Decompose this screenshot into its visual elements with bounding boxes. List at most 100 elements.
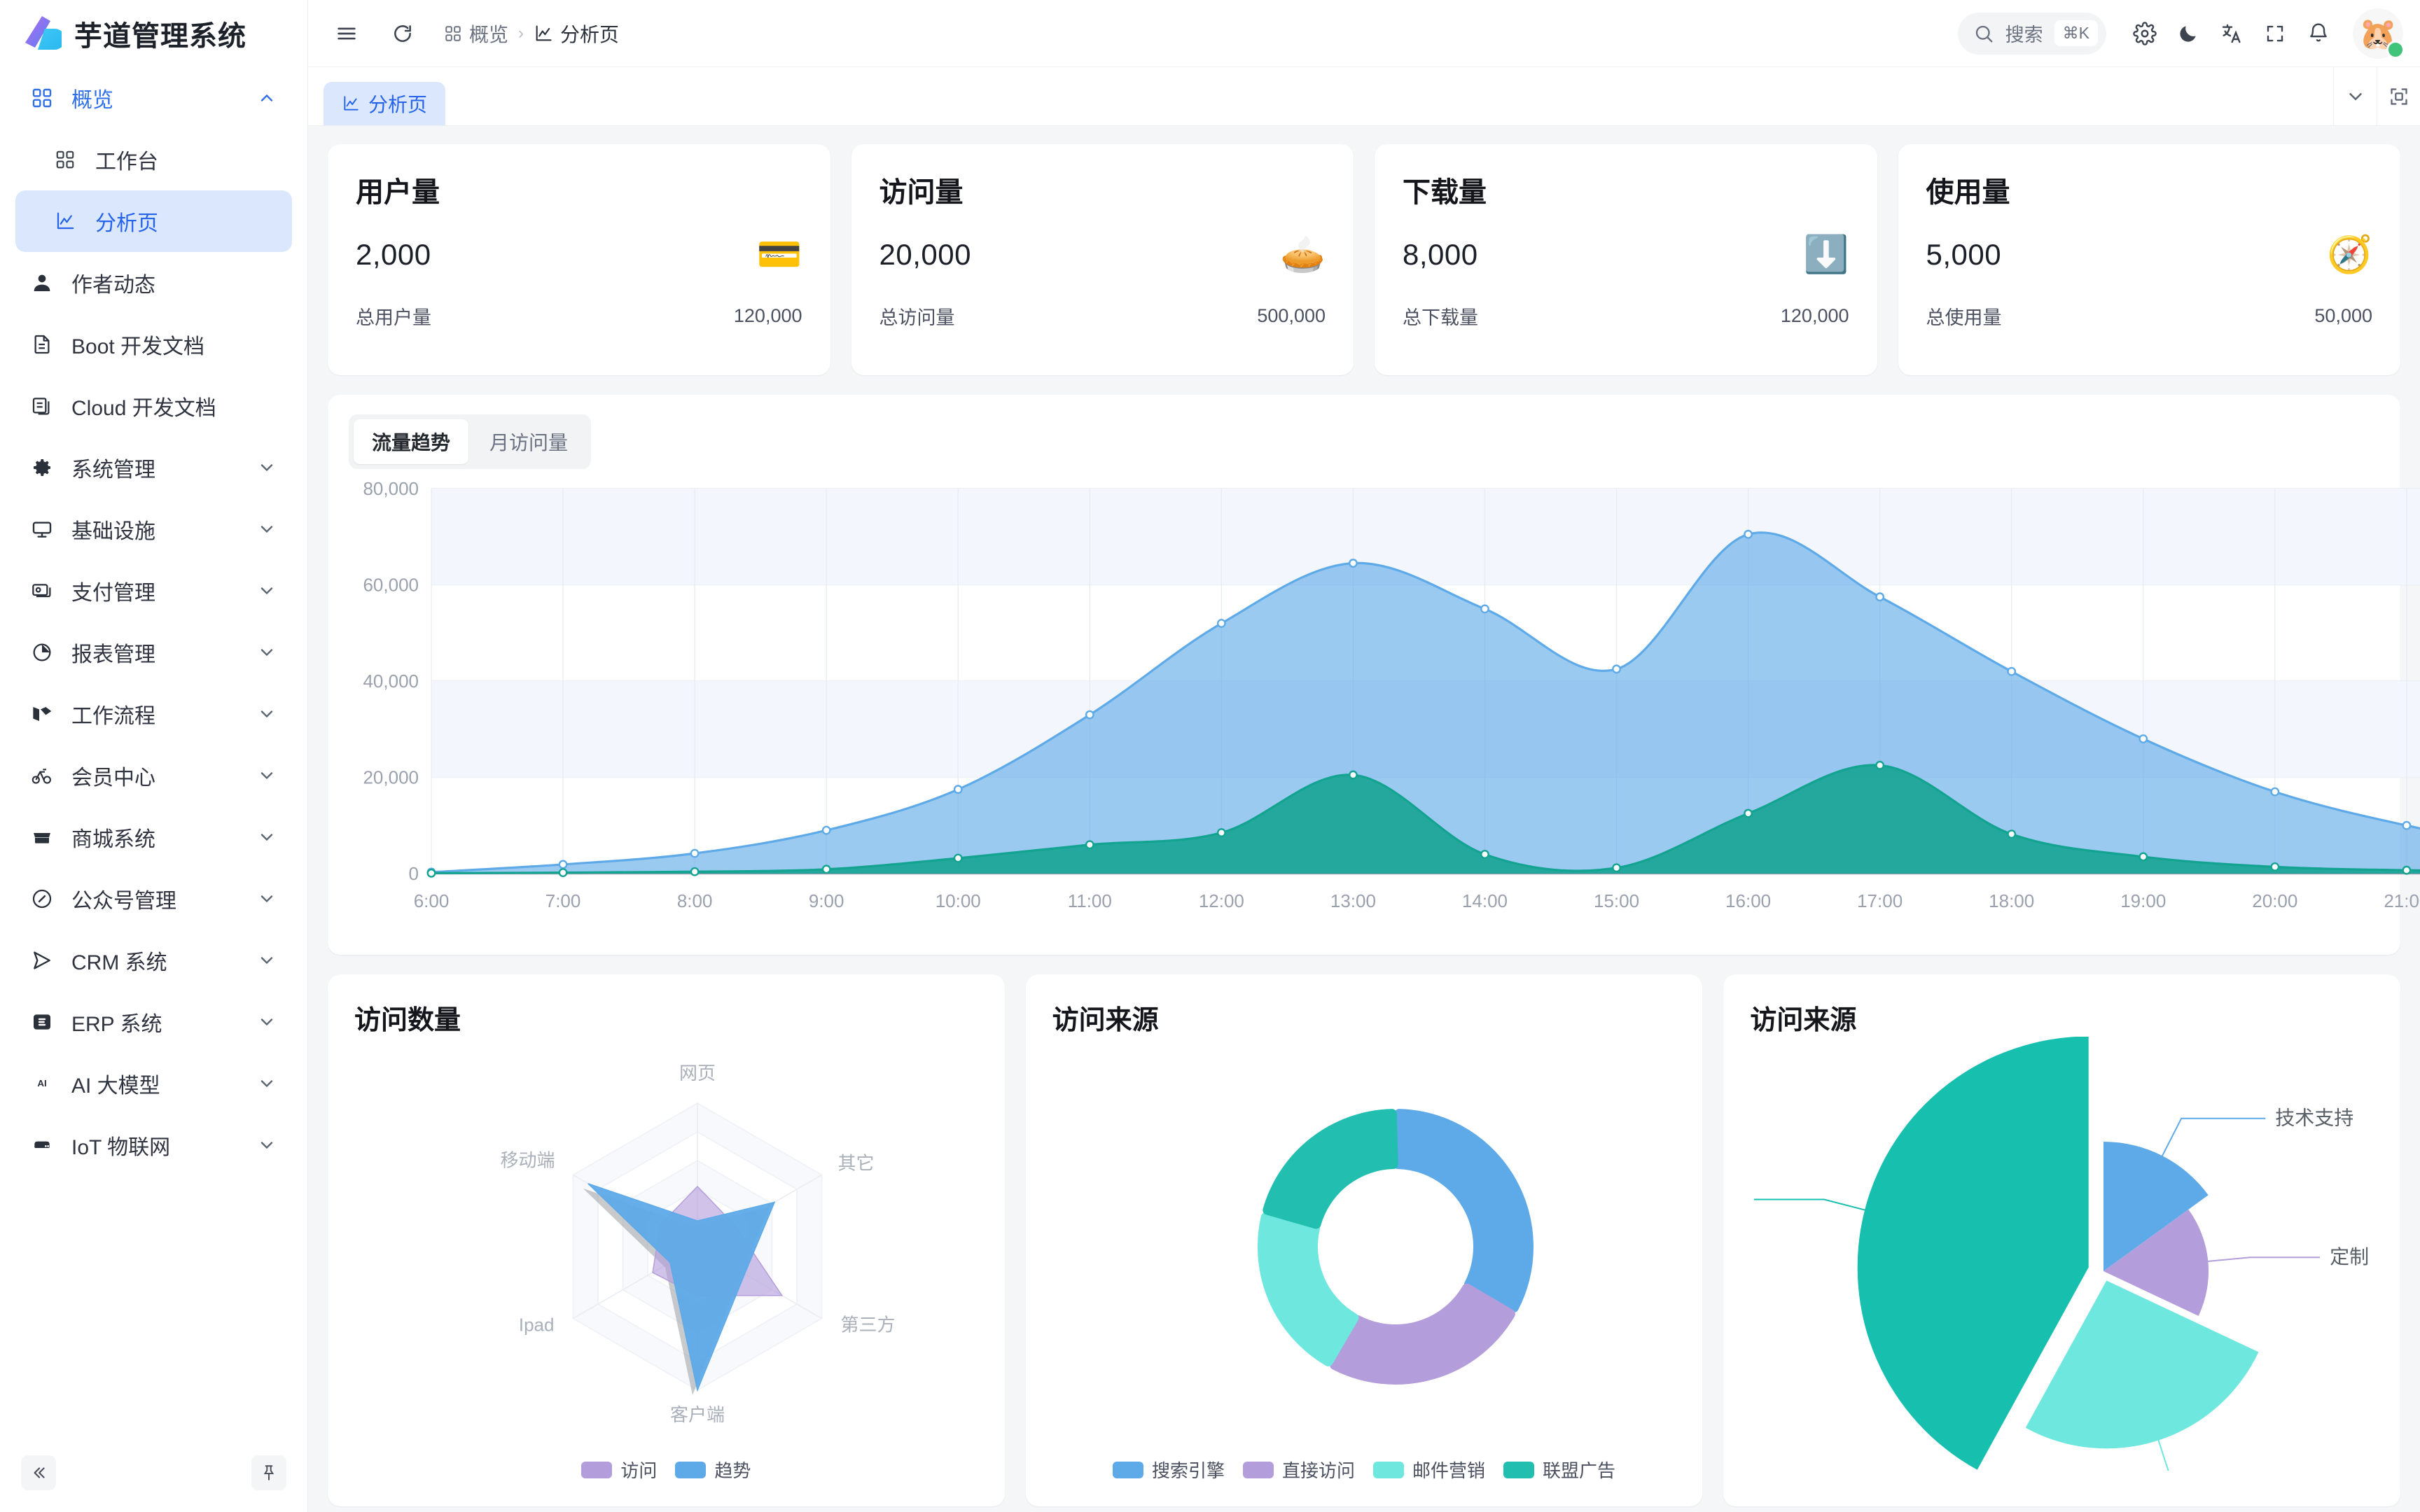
stat-card-visits[interactable]: 访问量 20,000 🥧 总访问量 500,000: [851, 144, 1354, 375]
chevron-down-icon[interactable]: [257, 581, 277, 601]
legend-item[interactable]: 联盟广告: [1503, 1457, 1615, 1483]
refresh-icon[interactable]: [384, 15, 422, 52]
pin-icon[interactable]: [251, 1455, 286, 1490]
sidebar-item-mp[interactable]: 公众号管理: [15, 868, 292, 930]
sidebar-item-payment[interactable]: 支付管理: [15, 560, 292, 622]
gear-icon[interactable]: [2126, 15, 2164, 52]
sidebar-item-label: 报表管理: [71, 643, 155, 666]
stat-cards: 用户量 2,000 💳 总用户量 120,000 访问量 20,000 🥧: [328, 144, 2400, 375]
legend-label: 邮件营销: [1412, 1460, 1485, 1481]
sidebar-item-erp[interactable]: ERP 系统: [15, 991, 292, 1053]
sidebar-item-report[interactable]: 报表管理: [15, 622, 292, 683]
chevron-down-icon[interactable]: [257, 766, 277, 785]
donut-body[interactable]: [1052, 1037, 1676, 1452]
sidebar-item-member[interactable]: 会员中心: [15, 745, 292, 806]
radar-body[interactable]: 网页 其它 第三方 客户端 Ipad 移动端: [354, 1037, 978, 1452]
svg-text:Ipad: Ipad: [519, 1315, 555, 1336]
sidebar-item-boot-docs[interactable]: Boot 开发文档: [15, 314, 292, 375]
sidebar-item-workbench[interactable]: 工作台: [15, 129, 292, 190]
sidebar-item-iot[interactable]: IoT 物联网: [15, 1114, 292, 1176]
chevron-down-icon[interactable]: [257, 1012, 277, 1032]
credit-card-icon: 💳: [756, 234, 802, 275]
user-icon: [31, 272, 60, 294]
sidebar-item-crm[interactable]: CRM 系统: [15, 930, 292, 991]
legend-item[interactable]: 直接访问: [1242, 1457, 1355, 1483]
stat-foot-label: 总用户量: [356, 307, 431, 328]
sidebar-item-label: 会员中心: [71, 766, 155, 790]
avatar[interactable]: 🐹: [2353, 8, 2405, 59]
maximize-icon[interactable]: [2377, 67, 2420, 125]
chevron-down-icon[interactable]: [257, 889, 277, 909]
chevron-down-icon[interactable]: [257, 458, 277, 477]
sidebar-item-label: 作者动态: [71, 274, 155, 297]
wallet-icon: [31, 580, 60, 602]
chevron-down-icon[interactable]: [257, 643, 277, 662]
chevron-up-icon[interactable]: [257, 88, 277, 108]
svg-text:18:00: 18:00: [1989, 890, 2034, 911]
svg-text:6:00: 6:00: [414, 890, 450, 911]
svg-text:12:00: 12:00: [1199, 890, 1244, 911]
chevron-down-icon[interactable]: [257, 951, 277, 970]
sidebar-footer: [0, 1442, 307, 1512]
svg-text:7:00: 7:00: [545, 890, 581, 911]
trend-tab-traffic[interactable]: 流量趋势: [354, 419, 469, 464]
svg-text:其它: 其它: [838, 1153, 875, 1174]
sidebar-item-ai[interactable]: AI AI 大模型: [15, 1053, 292, 1114]
chevron-down-icon[interactable]: [257, 1135, 277, 1155]
stat-main: 5,000 🧭: [1926, 237, 2373, 273]
brand[interactable]: 芋道管理系统: [0, 0, 307, 67]
stat-card-users[interactable]: 用户量 2,000 💳 总用户量 120,000: [328, 144, 830, 375]
search-input[interactable]: 搜索 ⌘K: [1957, 12, 2106, 55]
sidebar-item-author-news[interactable]: 作者动态: [15, 252, 292, 314]
trend-plot[interactable]: 0 20,000 40,000 60,000 80,000 6:00 7:00 8:00 9:0…: [349, 482, 2420, 944]
sidebar-item-label: ERP 系统: [71, 1013, 162, 1036]
moon-icon[interactable]: [2169, 15, 2207, 52]
chart-title: 访问来源: [1750, 1006, 1857, 1035]
chevron-down-icon[interactable]: [257, 827, 277, 847]
sidebar-item-workflow[interactable]: 工作流程: [15, 683, 292, 745]
legend-item[interactable]: 访问: [581, 1457, 657, 1483]
chevron-down-icon[interactable]: [2333, 67, 2377, 125]
main-area: 概览 › 分析页: [308, 0, 2420, 1512]
sidebar-item-analysis[interactable]: 分析页: [15, 190, 292, 252]
stat-card-usage[interactable]: 使用量 5,000 🧭 总使用量 50,000: [1898, 144, 2400, 375]
document-icon: [31, 333, 60, 356]
legend-item[interactable]: 邮件营销: [1372, 1457, 1485, 1483]
stat-card-downloads[interactable]: 下载量 8,000 ⬇️ 总下载量 120,000: [1375, 144, 1877, 375]
fullscreen-icon[interactable]: [2256, 15, 2294, 52]
sidebar-item-overview[interactable]: 概览: [15, 67, 292, 129]
translate-icon[interactable]: [2213, 15, 2251, 52]
stat-foot-label: 总使用量: [1926, 307, 2002, 328]
sidebar-item-label: Cloud 开发文档: [71, 397, 216, 420]
sidebar-item-label: 系统管理: [71, 458, 155, 482]
legend-item[interactable]: 搜索引擎: [1112, 1457, 1225, 1483]
grid-icon: [444, 24, 462, 43]
chevron-down-icon[interactable]: [257, 1074, 277, 1093]
chevron-down-icon[interactable]: [257, 704, 277, 724]
topbar: 概览 › 分析页: [308, 0, 2420, 67]
bell-icon[interactable]: [2300, 15, 2337, 52]
sidebar-item-mall[interactable]: 商城系统: [15, 806, 292, 868]
svg-text:40,000: 40,000: [363, 671, 419, 692]
breadcrumb-item-analysis[interactable]: 分析页: [534, 20, 619, 48]
rose-pie-body[interactable]: 技术支持定制远程外包: [1750, 1037, 2374, 1483]
stat-title: 下载量: [1403, 177, 1487, 208]
trend-tab-group: 流量趋势 月访问量: [349, 414, 592, 469]
breadcrumb-label: 分析页: [560, 23, 620, 46]
hamburger-icon[interactable]: [328, 15, 366, 52]
sidebar-item-cloud-docs[interactable]: Cloud 开发文档: [15, 375, 292, 437]
erp-box-icon: [31, 1011, 60, 1033]
sidebar: 芋道管理系统 概览: [0, 0, 308, 1512]
sidebar-item-system[interactable]: 系统管理: [15, 437, 292, 498]
search-icon: [1973, 23, 1994, 44]
stat-main: 20,000 🥧: [879, 237, 1326, 273]
sidebar-item-infrastructure[interactable]: 基础设施: [15, 498, 292, 560]
send-icon: [31, 949, 60, 972]
tab-analysis[interactable]: 分析页: [324, 82, 446, 125]
breadcrumb-item-overview[interactable]: 概览: [444, 20, 508, 48]
stat-value: 8,000: [1403, 238, 1478, 271]
double-chevron-left-icon[interactable]: [21, 1455, 56, 1490]
trend-tab-monthly[interactable]: 月访问量: [489, 432, 569, 454]
chevron-down-icon[interactable]: [257, 519, 277, 539]
legend-item[interactable]: 趋势: [675, 1457, 751, 1483]
